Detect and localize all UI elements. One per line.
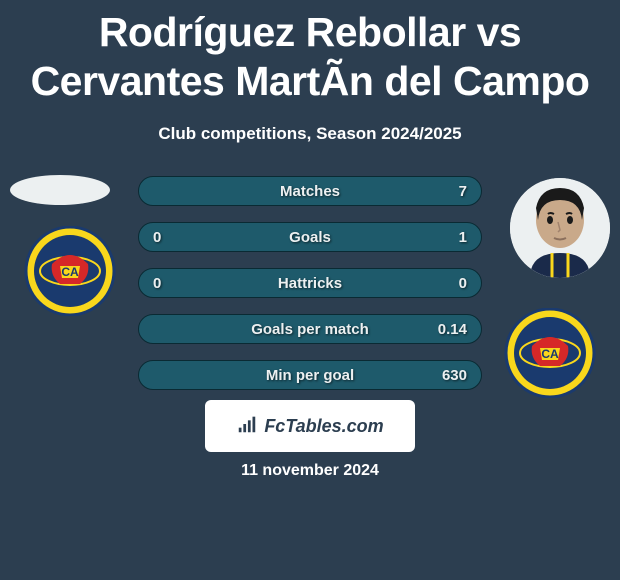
stat-label: Goals (289, 229, 331, 246)
team-logo-left: CA (20, 226, 120, 316)
stat-right-value: 0 (427, 275, 467, 292)
stats-table: Matches 7 0 Goals 1 0 Hattricks 0 Goals … (138, 176, 482, 406)
watermark-badge: FcTables.com (205, 400, 415, 452)
svg-text:CA: CA (61, 265, 79, 279)
stat-row: Goals per match 0.14 (138, 314, 482, 344)
stat-label: Goals per match (251, 321, 369, 338)
stat-row: 0 Goals 1 (138, 222, 482, 252)
date-stamp: 11 november 2024 (241, 462, 379, 480)
player-left-avatar (10, 175, 110, 205)
page-title: Rodríguez Rebollar vs Cervantes MartÃ­n … (0, 0, 620, 106)
player-right-avatar (510, 178, 610, 278)
stat-right-value: 630 (427, 367, 467, 384)
stat-row: Min per goal 630 (138, 360, 482, 390)
stat-row: 0 Hattricks 0 (138, 268, 482, 298)
svg-text:CA: CA (541, 347, 559, 361)
comparison-card: Rodríguez Rebollar vs Cervantes MartÃ­n … (0, 0, 620, 580)
watermark-text: FcTables.com (264, 416, 383, 437)
stat-label: Matches (280, 183, 340, 200)
stat-right-value: 1 (427, 229, 467, 246)
subtitle: Club competitions, Season 2024/2025 (0, 124, 620, 144)
stat-row: Matches 7 (138, 176, 482, 206)
stat-label: Min per goal (266, 367, 354, 384)
team-logo-right: CA (500, 308, 600, 398)
stat-label: Hattricks (278, 275, 342, 292)
stat-right-value: 0.14 (427, 321, 467, 338)
stat-left-value: 0 (153, 275, 193, 292)
stat-right-value: 7 (427, 183, 467, 200)
stat-left-value: 0 (153, 229, 193, 246)
chart-icon (236, 413, 258, 440)
